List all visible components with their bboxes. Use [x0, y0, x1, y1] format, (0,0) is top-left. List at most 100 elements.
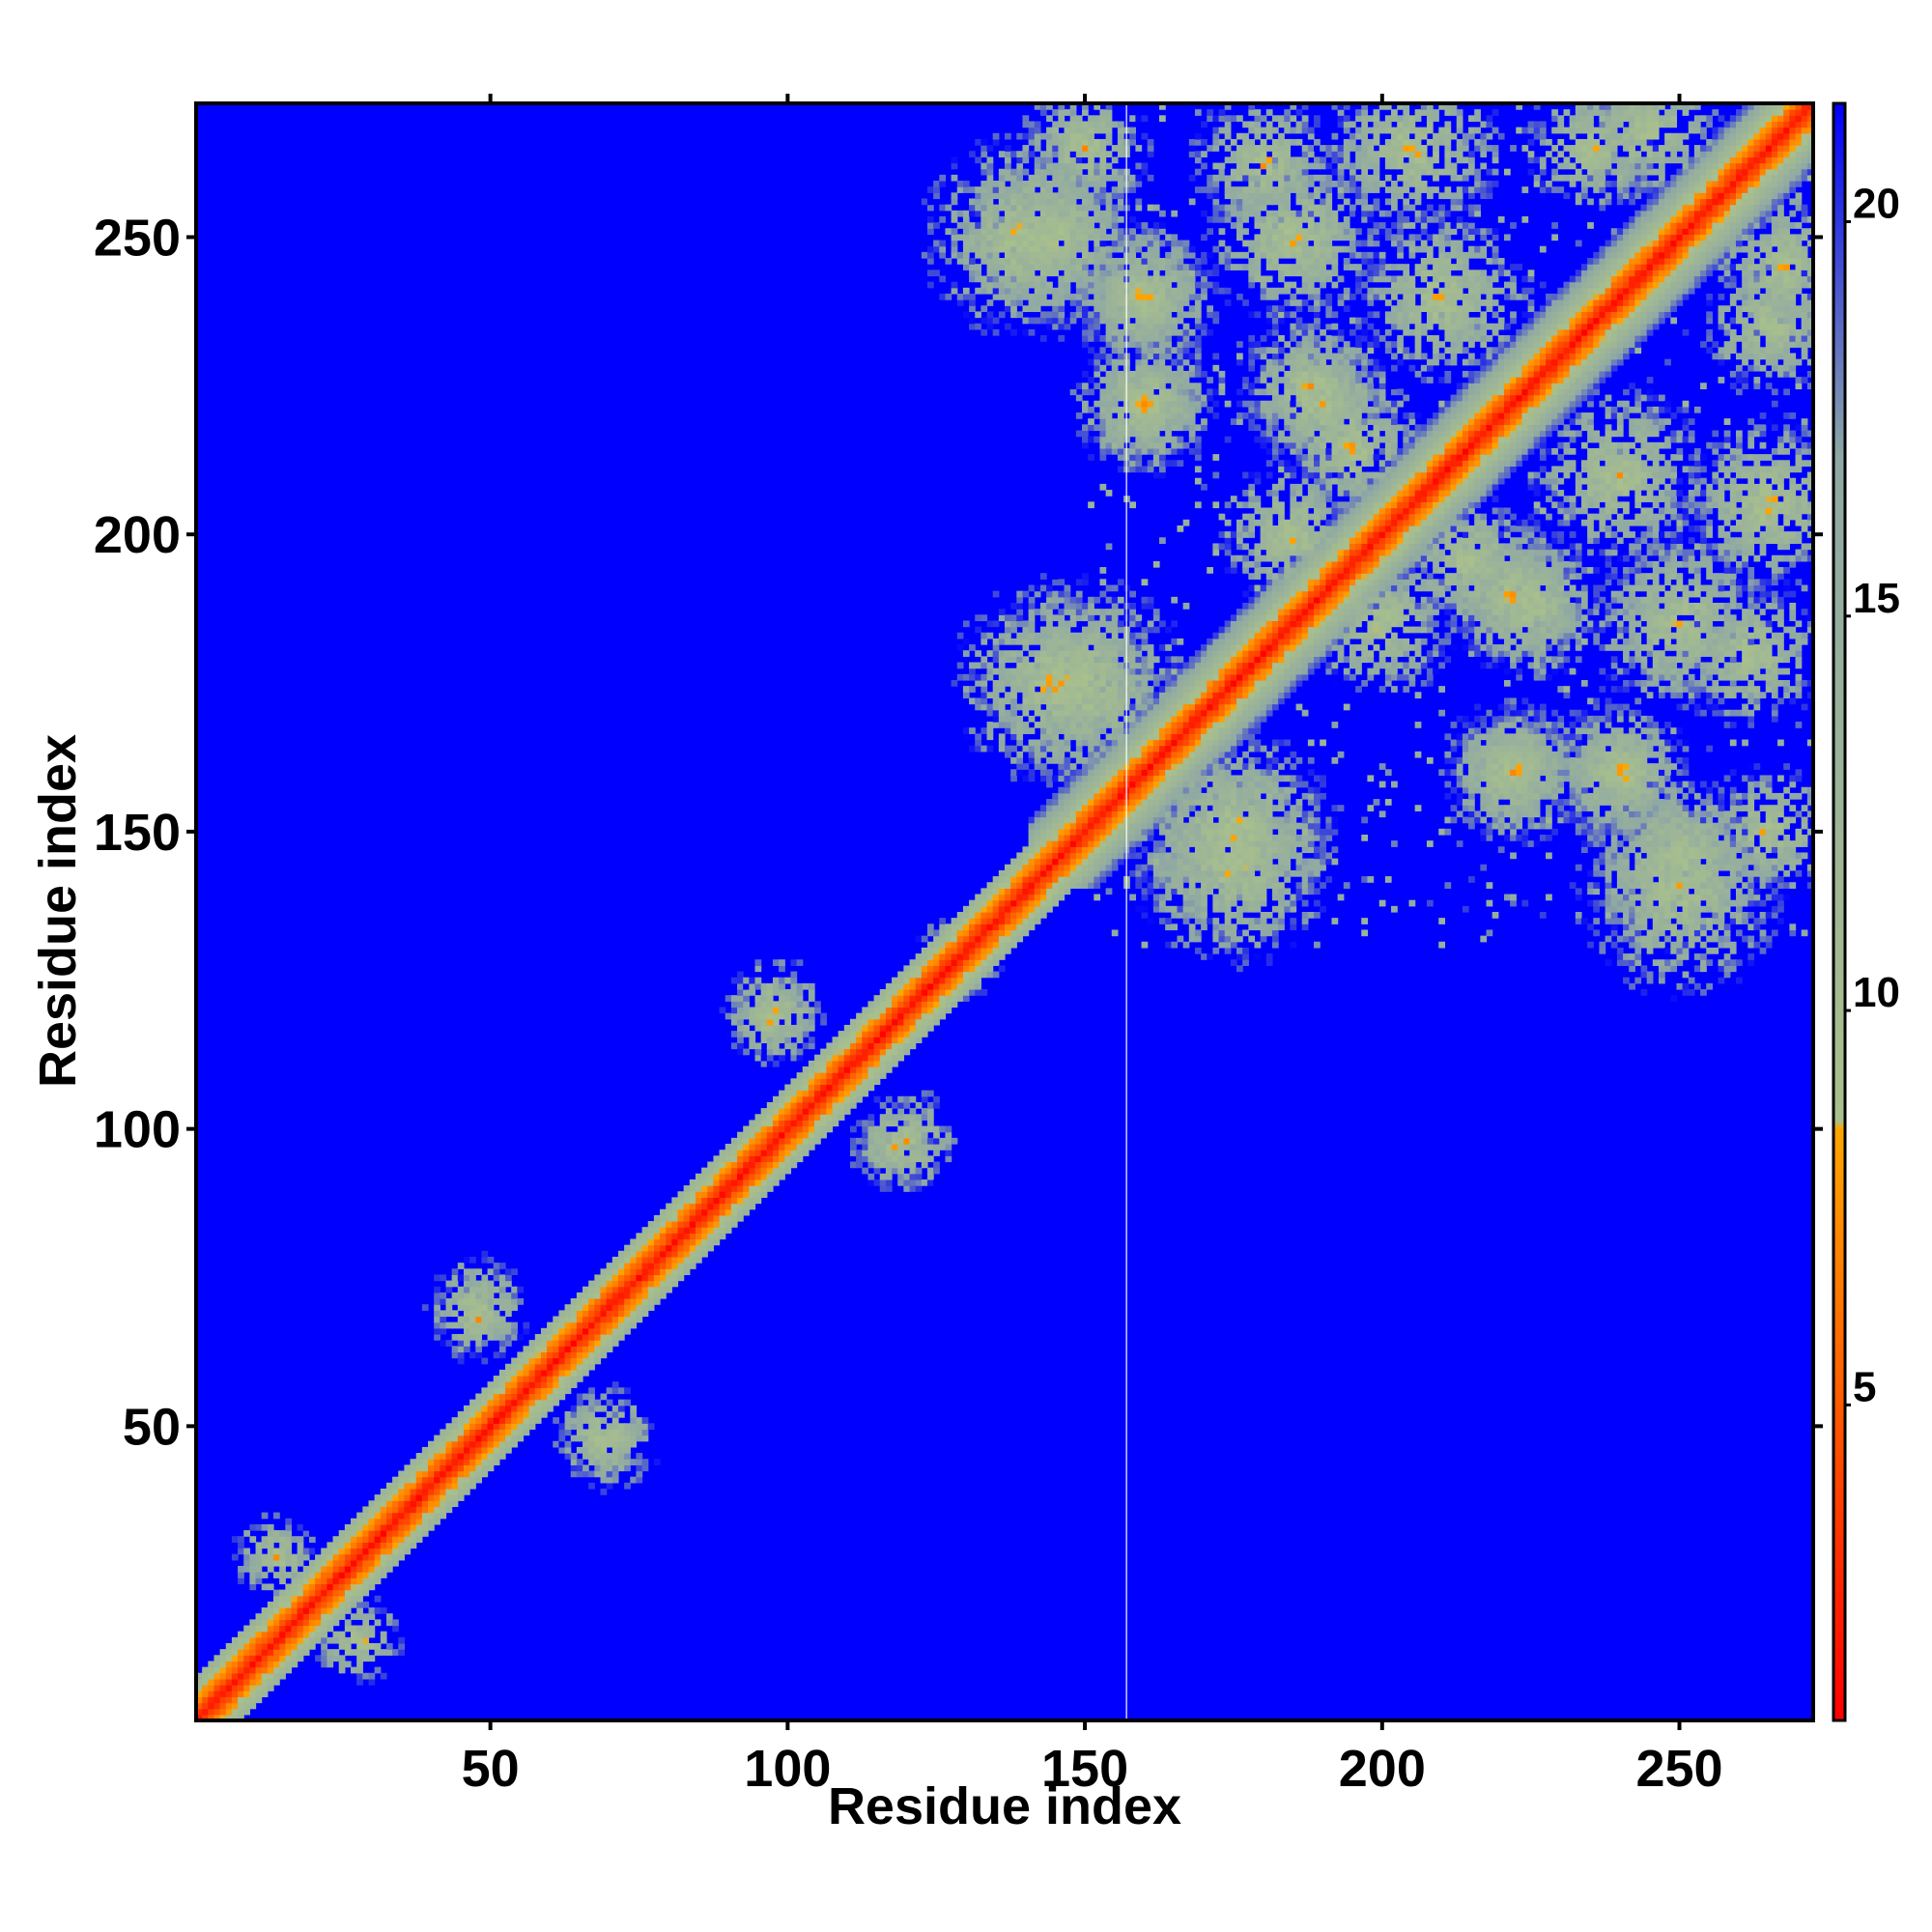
heatmap-cell	[980, 918, 988, 924]
heatmap-cell	[1028, 626, 1036, 634]
heatmap-cell	[1052, 222, 1059, 229]
heatmap-cell	[1052, 317, 1059, 325]
heatmap-cell	[570, 1459, 578, 1465]
heatmap-cell	[528, 1399, 536, 1406]
heatmap-cell	[1022, 198, 1030, 206]
heatmap-cell	[879, 1150, 887, 1156]
heatmap-cell	[528, 1423, 536, 1431]
heatmap-cell	[469, 1417, 476, 1424]
heatmap-cell	[969, 959, 976, 966]
heatmap-cell	[1088, 638, 1094, 645]
heatmap-cell	[1039, 846, 1047, 854]
heatmap-cell	[849, 1060, 857, 1067]
heatmap-cell	[582, 1286, 589, 1293]
heatmap-cell	[392, 1625, 399, 1633]
heatmap-cell	[962, 923, 970, 931]
heatmap-cell	[939, 953, 947, 960]
heatmap-cell	[558, 1333, 566, 1341]
heatmap-cell	[1088, 668, 1094, 675]
heatmap-cell	[1082, 192, 1089, 200]
heatmap-cell	[879, 989, 887, 996]
heatmap-cell	[956, 923, 964, 931]
heatmap-cell	[772, 989, 780, 996]
heatmap-cell	[647, 1286, 655, 1293]
heatmap-cell	[796, 1072, 804, 1079]
heatmap-cell	[440, 1321, 447, 1329]
heatmap-cell	[594, 1440, 602, 1448]
heatmap-cell	[1052, 109, 1059, 116]
heatmap-cell	[1052, 293, 1059, 300]
heatmap-cell	[540, 1405, 548, 1412]
heatmap-cell	[1039, 181, 1047, 187]
heatmap-cell	[1016, 858, 1024, 866]
heatmap-cell	[1117, 198, 1124, 206]
heatmap-cell	[707, 1173, 715, 1180]
heatmap-cell	[939, 1125, 947, 1133]
heatmap-cell	[415, 1459, 423, 1465]
heatmap-cell	[1028, 222, 1036, 229]
heatmap-cell	[1058, 745, 1065, 753]
heatmap-cell	[1099, 400, 1107, 408]
heatmap-cell	[498, 1304, 506, 1311]
heatmap-cell	[1034, 198, 1041, 206]
heatmap-cell	[1099, 287, 1107, 295]
heatmap-cell	[892, 1048, 898, 1056]
heatmap-cell	[986, 162, 994, 170]
heatmap-cell	[915, 965, 923, 973]
heatmap-cell	[862, 1155, 869, 1163]
heatmap-cell	[1075, 679, 1083, 687]
heatmap-cell	[463, 1470, 470, 1478]
heatmap-cell	[481, 1286, 489, 1293]
heatmap-cell	[760, 1024, 768, 1032]
heatmap-cell	[820, 1060, 827, 1067]
heatmap-cell	[528, 1405, 536, 1412]
heatmap-cell	[1129, 894, 1136, 901]
heatmap-cell	[1094, 882, 1101, 889]
heatmap-cell	[1010, 151, 1017, 157]
heatmap-cell	[285, 1607, 293, 1614]
heatmap-cell	[238, 1685, 244, 1691]
heatmap-cell	[1082, 715, 1089, 723]
heatmap-cell	[1105, 215, 1113, 223]
heatmap-cell	[243, 1690, 250, 1697]
heatmap-cell	[1111, 258, 1119, 265]
heatmap-cell	[1016, 181, 1024, 187]
heatmap-cell	[915, 935, 923, 943]
heatmap-cell	[588, 1423, 595, 1431]
heatmap-cell	[600, 1340, 608, 1347]
heatmap-cell	[498, 1393, 506, 1401]
heatmap-cell	[730, 1208, 738, 1216]
heatmap-cell	[939, 1137, 947, 1145]
heatmap-cell	[933, 1167, 940, 1175]
heatmap-cell	[1010, 614, 1017, 622]
heatmap-cell	[743, 1155, 750, 1163]
heatmap-cell	[1069, 763, 1077, 770]
heatmap-cell	[743, 1024, 750, 1032]
heatmap-cell	[760, 1161, 768, 1169]
heatmap-cell	[291, 1565, 298, 1573]
heatmap-cell	[743, 1031, 750, 1037]
heatmap-cell	[1064, 215, 1071, 223]
heatmap-cell	[1111, 722, 1119, 728]
heatmap-cell	[308, 1559, 316, 1567]
heatmap-cell	[327, 1655, 334, 1662]
heatmap-cell	[517, 1298, 525, 1305]
heatmap-cell	[1088, 662, 1094, 669]
heatmap-cell	[1028, 192, 1036, 200]
heatmap-cell	[1094, 353, 1101, 360]
heatmap-cell	[1005, 715, 1011, 723]
heatmap-cell	[1058, 317, 1065, 325]
heatmap-cell	[380, 1548, 387, 1555]
heatmap-cell	[647, 1238, 655, 1246]
heatmap-cell	[1117, 204, 1124, 212]
heatmap-cell	[1016, 733, 1024, 741]
heatmap-cell	[1046, 234, 1053, 242]
heatmap-cell	[582, 1304, 589, 1311]
heatmap-cell	[267, 1542, 274, 1549]
heatmap-cell	[796, 1031, 804, 1037]
heatmap-cell	[440, 1506, 447, 1514]
heatmap-cell	[1022, 210, 1030, 217]
heatmap-cell	[986, 174, 994, 182]
heatmap-cell	[493, 1381, 500, 1388]
heatmap-cell	[1105, 888, 1113, 895]
